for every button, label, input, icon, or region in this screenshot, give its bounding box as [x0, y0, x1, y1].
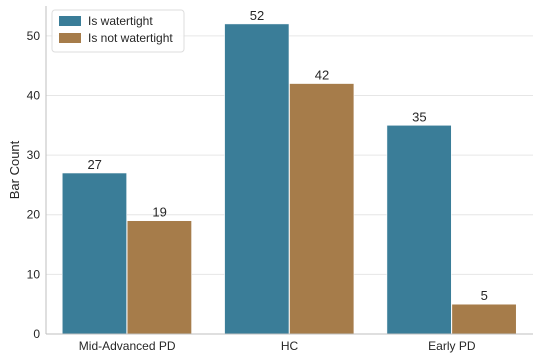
data-labels: 27 19 52 42 35 5	[87, 8, 487, 303]
legend-label: Is not watertight	[88, 31, 173, 45]
data-label: 5	[481, 288, 488, 303]
data-label: 42	[315, 68, 329, 83]
y-tick-label: 30	[27, 148, 41, 162]
data-label: 35	[412, 109, 426, 124]
y-tick-label: 50	[27, 29, 41, 43]
y-axis-label: Bar Count	[7, 140, 22, 199]
y-tick-label: 20	[27, 208, 41, 222]
data-label: 19	[152, 205, 166, 220]
legend-label: Is watertight	[88, 14, 153, 28]
data-label: 27	[87, 157, 101, 172]
y-tick-label: 40	[27, 88, 41, 102]
x-tick-label: Mid-Advanced PD	[79, 339, 176, 353]
y-tick-label: 0	[33, 327, 40, 341]
bar	[289, 83, 355, 335]
data-label: 52	[250, 8, 264, 23]
legend-swatch	[59, 33, 81, 43]
legend-swatch	[59, 16, 81, 26]
y-tick-label: 10	[27, 267, 41, 281]
legend-box	[51, 9, 185, 53]
bars	[61, 23, 517, 335]
axes: 0 10 20 30 40 50 Mid-Advanced PD HC Early PD	[27, 6, 533, 353]
bar	[224, 23, 290, 335]
bar	[126, 220, 192, 335]
bar	[386, 124, 452, 335]
x-tick-label: HC	[281, 339, 299, 353]
legend: Is watertight Is not watertight	[51, 9, 185, 53]
bar	[451, 303, 517, 335]
bar	[61, 172, 127, 335]
x-tick-label: Early PD	[428, 339, 476, 353]
